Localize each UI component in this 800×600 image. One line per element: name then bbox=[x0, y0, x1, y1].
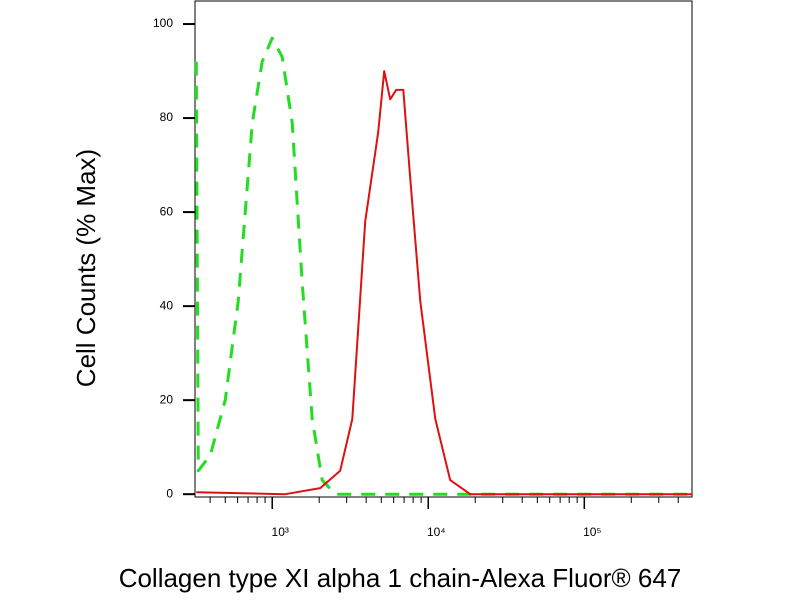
x-tick-label: 10⁵ bbox=[583, 525, 601, 539]
y-axis-label: Cell Counts (% Max) bbox=[71, 149, 101, 387]
y-tick-label: 0 bbox=[166, 486, 173, 500]
y-tick-label: 40 bbox=[160, 298, 174, 312]
series-line bbox=[196, 70, 692, 496]
y-tick-label: 80 bbox=[160, 110, 174, 124]
plot-frame bbox=[194, 0, 693, 498]
x-tick-label: 10³ bbox=[272, 525, 289, 539]
y-tick-label: 100 bbox=[153, 16, 173, 30]
y-tick-label: 60 bbox=[160, 204, 174, 218]
x-tick-label: 10⁴ bbox=[427, 525, 446, 539]
y-tick-label: 20 bbox=[160, 392, 174, 406]
x-axis-label: Collagen type XI alpha 1 chain-Alexa Flu… bbox=[119, 563, 682, 593]
series-line bbox=[194, 36, 692, 496]
